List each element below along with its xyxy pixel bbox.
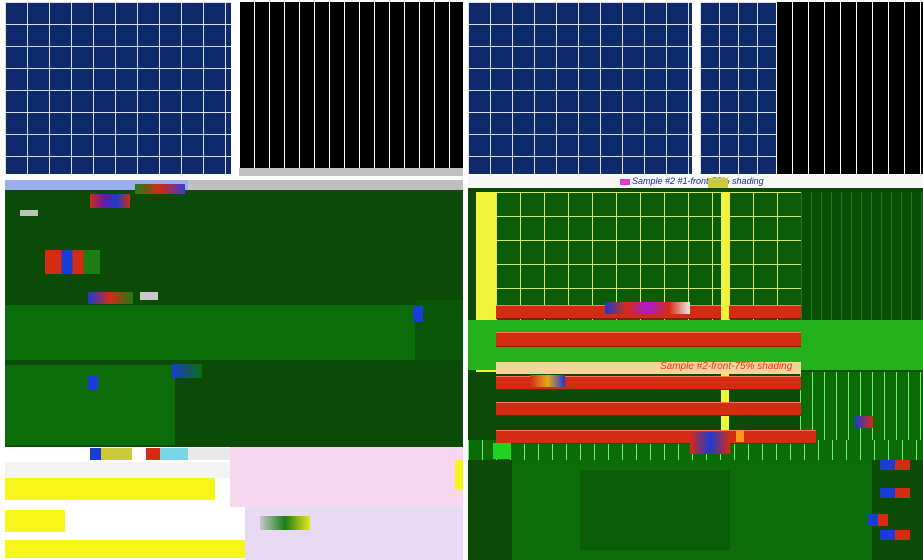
right-cell-grid-2 xyxy=(729,192,801,320)
glitch-block xyxy=(690,432,730,454)
glitch-block xyxy=(605,302,690,314)
red-band-4 xyxy=(496,402,801,416)
left-pink-panel xyxy=(230,447,463,507)
title-marker-2 xyxy=(708,178,728,188)
glitch-block xyxy=(90,194,130,208)
right-dark-stripes xyxy=(801,192,923,320)
glitch-block xyxy=(88,376,98,390)
left-green-band-1 xyxy=(5,305,415,360)
glitch-block xyxy=(413,306,423,322)
legend-icon xyxy=(868,514,888,526)
glitch-block xyxy=(20,210,38,216)
module-grid-black-right xyxy=(776,2,923,174)
module-grid-left xyxy=(5,2,231,174)
left-lilac-panel xyxy=(245,507,463,560)
right-cell-grid xyxy=(496,192,721,320)
label-band xyxy=(496,362,801,374)
module-grid-right xyxy=(468,2,692,174)
left-white-band xyxy=(5,462,230,478)
title-marker xyxy=(620,179,630,185)
left-yellow-strip-3 xyxy=(5,540,245,558)
legend-icon xyxy=(880,530,910,540)
legend-icon xyxy=(880,488,910,498)
glitch-block xyxy=(736,430,744,442)
glitch-block xyxy=(855,416,873,428)
glitch-block xyxy=(140,292,158,300)
glitch-block xyxy=(135,184,185,194)
module-grid-black-left xyxy=(239,2,463,174)
red-band-3 xyxy=(496,376,801,390)
left-strip-top xyxy=(5,180,463,190)
strip-under-black xyxy=(239,168,463,176)
glitch-block xyxy=(88,292,133,304)
module-grid-right-small xyxy=(700,2,776,174)
right-edge-yellow xyxy=(455,460,463,490)
yellow-vertical-mid xyxy=(721,192,729,442)
glitch-block xyxy=(172,364,202,378)
left-green-band-3 xyxy=(415,300,463,360)
band-label: Sample #2-front-75% shading xyxy=(660,361,793,372)
title-strip xyxy=(468,176,923,188)
glitch-block xyxy=(45,250,100,274)
white-gap xyxy=(231,0,239,180)
green-stripe-band xyxy=(800,372,923,444)
glitch-block xyxy=(260,516,310,530)
left-yellow-strip-2 xyxy=(5,510,65,532)
glitch-block xyxy=(493,443,511,459)
panel-title: Sample #2 #1-front-75% shading xyxy=(632,176,764,186)
left-yellow-strip-1 xyxy=(5,478,215,500)
red-band-5 xyxy=(496,430,816,444)
right-lower-panel-2 xyxy=(580,470,730,550)
red-band-1b xyxy=(729,305,801,319)
glitch-block xyxy=(90,448,230,460)
glitch-block xyxy=(530,375,565,387)
legend-icon xyxy=(880,460,910,470)
red-band-2 xyxy=(496,332,801,347)
